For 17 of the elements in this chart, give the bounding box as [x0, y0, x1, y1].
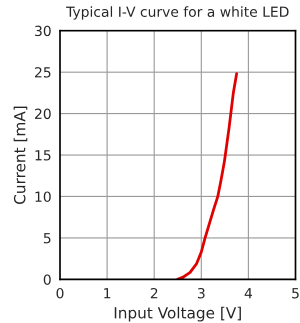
- y-tick-label: 5: [44, 233, 50, 244]
- y-tick-label: 25: [35, 67, 50, 78]
- y-tick-label: 30: [35, 26, 51, 36]
- x-tick-label: 5: [292, 288, 299, 298]
- x-tick-label: 2: [150, 288, 158, 298]
- x-axis-title: Input Voltage [V]: [114, 306, 241, 322]
- y-tick-label: 0: [44, 274, 51, 285]
- x-tick-label: 0: [56, 288, 64, 298]
- y-tick-label: 20: [35, 108, 51, 120]
- x-tick-label: 3: [198, 288, 205, 298]
- x-tick-label: 4: [244, 288, 252, 298]
- y-tick-label: 10: [36, 191, 51, 202]
- line-series: [176, 72, 238, 280]
- chart-title: Typical I-V curve for a white LED: [66, 6, 289, 20]
- y-tick-label: 15: [36, 150, 50, 161]
- y-axis-title: Current [mA]: [14, 106, 28, 204]
- x-tick-label: 1: [104, 288, 110, 298]
